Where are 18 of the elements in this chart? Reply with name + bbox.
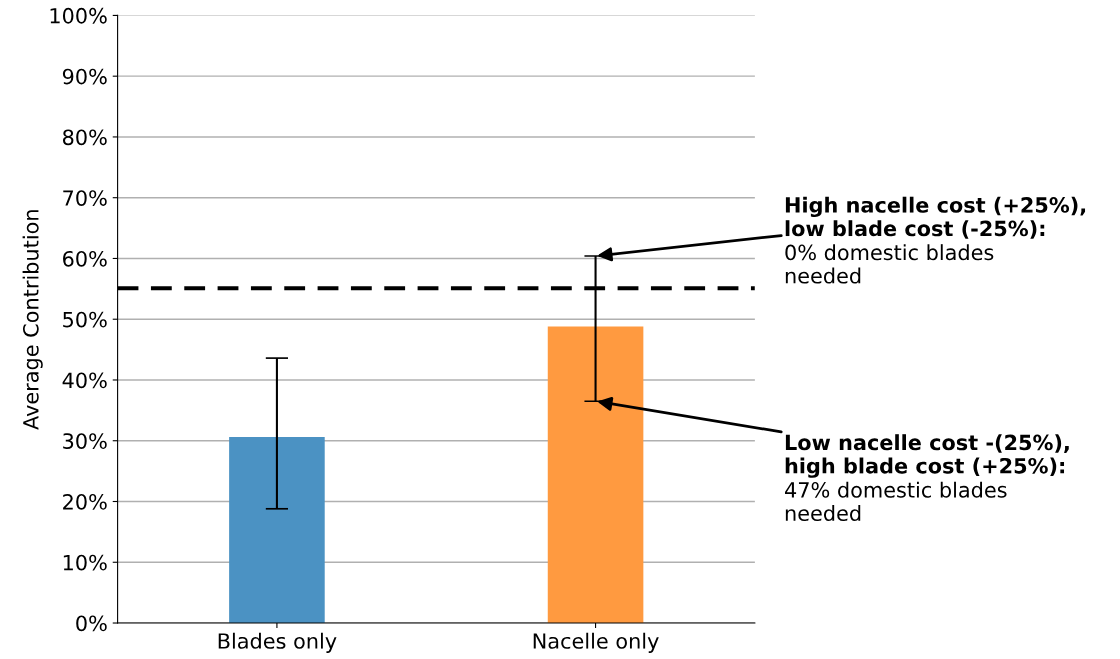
- y-tick-label: 10%: [63, 554, 107, 571]
- x-tick-label: Nacelle only: [533, 632, 659, 653]
- y-tick-label: 50%: [63, 311, 107, 328]
- text: 47% domestic blades needed: [785, 481, 1007, 522]
- y-tick-label: 60%: [63, 250, 107, 267]
- y-tick-label: 100%: [50, 7, 107, 24]
- annotation: High nacelle cost (+25%), low blade cost (-25%):: [785, 196, 1086, 239]
- y-tick-label: 90%: [62, 68, 107, 85]
- y-tick-label: 80%: [62, 129, 107, 146]
- text: 0% domestic blades needed: [785, 244, 994, 284]
- annotation: Low nacelle cost -(25%), high blade cost (+25%):: [785, 434, 1069, 478]
- y-tick-label: 20%: [63, 493, 107, 510]
- y-axis-title: Average Contribution: [22, 210, 43, 430]
- y-tick-label: 70%: [63, 190, 107, 206]
- x-tick-label: Blades only: [218, 632, 337, 653]
- y-tick-label: 30%: [63, 433, 107, 449]
- y-tick-label: 0%: [76, 615, 107, 632]
- y-tick-label: 40%: [62, 372, 107, 389]
